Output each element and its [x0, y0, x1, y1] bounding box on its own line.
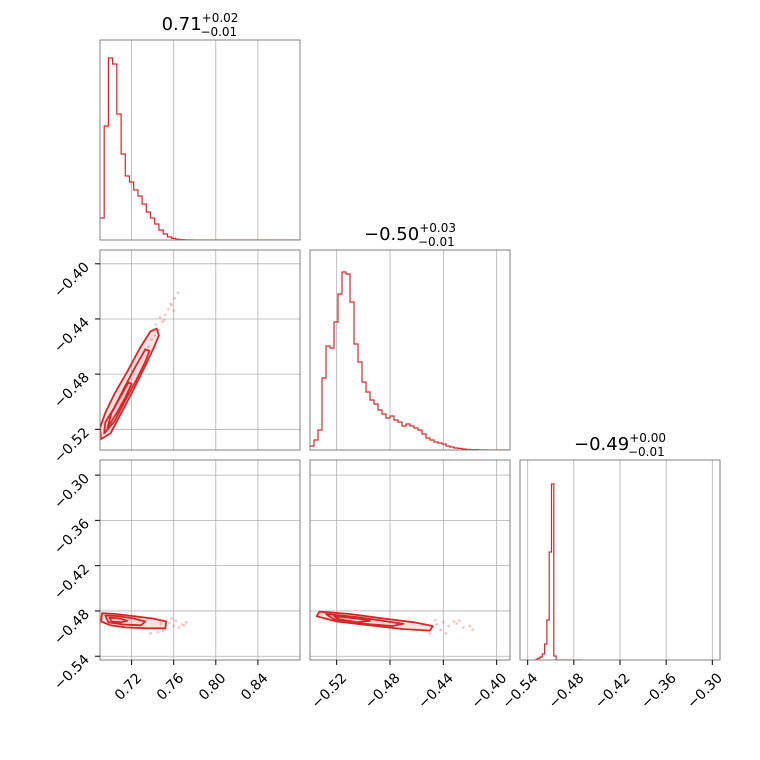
row2-col0-scatter-point-6: [156, 630, 160, 634]
diag-0-frame: [99, 39, 301, 241]
diag-2-xtick-label-4: −0.30: [684, 670, 726, 712]
row1-col0-scatter-point-11: [169, 302, 172, 306]
row1-col0-contour-line-2: [106, 381, 133, 429]
title-layer: 0.71+0.02 −0.01−0.50+0.03 −0.01−0.49+0.00−…: [162, 11, 666, 459]
row2-col1-contour-line-2: [333, 615, 371, 624]
diag-1-title-median: −0.50: [364, 224, 419, 245]
row2-col1-scatter-point-4: [439, 628, 443, 632]
diag-2-title-median: −0.49: [574, 434, 629, 455]
diag-1-title-upper: +0.03: [419, 221, 456, 235]
diag-0-histogram-line: [100, 57, 300, 240]
row2-col1-scatter-point-0: [435, 623, 439, 626]
frame-layer: [99, 39, 721, 661]
row2-col1-scatter-point-10: [471, 628, 475, 632]
row1-col0-scatter-point-6: [153, 334, 157, 337]
row1-col0-scatter-point-4: [160, 320, 164, 324]
row2-col1-scatter-point-5: [444, 632, 448, 635]
row1-col0-scatter-point-13: [172, 309, 176, 313]
row2-col1-scatter-point-8: [452, 620, 456, 623]
row2-col0-xtick-label-3: 0.84: [238, 670, 271, 703]
row2-col0-scatter-point-9: [170, 617, 173, 620]
row1-col0-scatter-point-3: [173, 296, 177, 300]
diag-0-title-median: 0.71: [162, 14, 202, 35]
row1-col0-scatter-point-7: [147, 345, 150, 348]
row2-col1-scatter-point-3: [455, 622, 459, 626]
row2-col0-ytick-label-1: −0.36: [51, 516, 93, 558]
row2-col0-scatter-point-4: [184, 620, 188, 624]
row2-col0-scatter-point-0: [168, 621, 171, 625]
row1-col0-scatter-point-9: [154, 323, 158, 326]
tick-layer: −0.54 −0.48 −0.42 −0.36 −0.30−0.40−0.44−0.48…: [51, 259, 726, 712]
row2-col0-scatter-point-11: [159, 622, 163, 626]
diag-2-xtick-label-2: −0.42: [592, 670, 634, 712]
row2-col0-scatter-point-3: [172, 624, 176, 628]
diag-1-title-lower: −0.01: [418, 235, 455, 249]
row1-col0-ytick-label-0: −0.40: [51, 259, 93, 301]
row2-col1-contour-line-0: [315, 610, 434, 632]
row1-col0-ytick-label-1: −0.44: [51, 314, 93, 356]
diag-2-title-lower: −0.01: [628, 445, 665, 459]
grid-layer: [100, 40, 713, 660]
diag-1-title: −0.50+0.03 −0.01: [364, 221, 456, 249]
row2-col1-scatter-point-9: [428, 632, 432, 635]
row2-col1-scatter-point-6: [461, 626, 465, 629]
diag-2-xtick-label-0: −0.54: [500, 670, 542, 712]
row2-col0-ytick-label-4: −0.54: [51, 652, 93, 694]
row2-col0-contour-line-1: [104, 614, 147, 627]
row2-col0-xtick-label-0: 0.72: [112, 670, 145, 703]
row1-col0-scatter-point-5: [167, 307, 170, 311]
row2-col0-ytick-label-0: −0.30: [51, 471, 93, 513]
row2-col1-frame: [309, 459, 511, 661]
row2-col0-ytick-label-2: −0.42: [51, 561, 93, 603]
row2-col0-xtick-label-2: 0.80: [196, 670, 229, 703]
diag-2-xtick-label-3: −0.36: [638, 670, 680, 712]
diag-2-title-upper: +0.00: [629, 431, 666, 445]
row2-col0-scatter-point-7: [149, 632, 152, 635]
diag-1-histogram-line: [310, 271, 510, 450]
row2-col1-scatter-point-2: [447, 624, 451, 628]
diag-0-title-upper: +0.02: [202, 11, 239, 25]
row1-col0-contour-fill-1: [104, 349, 150, 434]
diag-1-frame: [309, 249, 511, 451]
row2-col0-scatter-point-1: [174, 619, 178, 623]
row1-col0-scatter-point-8: [176, 291, 180, 295]
row2-col0-contour-line-0: [100, 612, 168, 630]
row2-col0-scatter-point-5: [161, 629, 165, 632]
row2-col1-xtick-label-2: −0.44: [415, 670, 457, 712]
row2-col0-contour-line-2: [108, 616, 129, 624]
row1-col0-scatter-point-2: [170, 303, 173, 307]
row2-col0-scatter-point-2: [180, 623, 184, 626]
diag-0-title: 0.71+0.02 −0.01: [162, 11, 239, 39]
diag-2-histogram-line: [535, 483, 582, 660]
data-layer: [100, 57, 582, 660]
row2-col1-scatter-point-1: [441, 620, 445, 624]
row1-col0-scatter-point-12: [150, 338, 153, 342]
row2-col1-scatter-point-11: [457, 619, 461, 623]
row2-col0-xtick-label-1: 0.76: [154, 670, 187, 703]
row1-col0-frame: [99, 249, 301, 451]
diag-2-title: −0.49+0.00 −0.01: [574, 431, 666, 459]
row1-col0-ytick-label-3: −0.52: [51, 425, 93, 467]
row2-col1-xtick-label-0: −0.52: [309, 670, 351, 712]
row2-col0-ytick-label-3: −0.48: [51, 606, 93, 648]
row1-col0-scatter-point-14: [158, 316, 162, 319]
row2-col1-scatter-point-7: [468, 624, 472, 628]
row2-col0-scatter-point-10: [182, 623, 186, 627]
diag-2-xtick-label-1: −0.48: [546, 670, 588, 712]
row2-col0-frame: [99, 459, 301, 661]
row1-col0-scatter-point-10: [162, 318, 166, 322]
row2-col1-scatter-point-12: [433, 618, 437, 622]
row1-col0-ytick-label-2: −0.48: [51, 370, 93, 412]
row1-col0-contour-line-0: [100, 327, 160, 440]
row1-col0-scatter-point-1: [163, 313, 167, 317]
row2-col1-xtick-label-1: −0.48: [362, 670, 404, 712]
row2-col0-scatter-point-8: [177, 626, 181, 629]
diag-0-title-lower: −0.01: [200, 25, 237, 39]
